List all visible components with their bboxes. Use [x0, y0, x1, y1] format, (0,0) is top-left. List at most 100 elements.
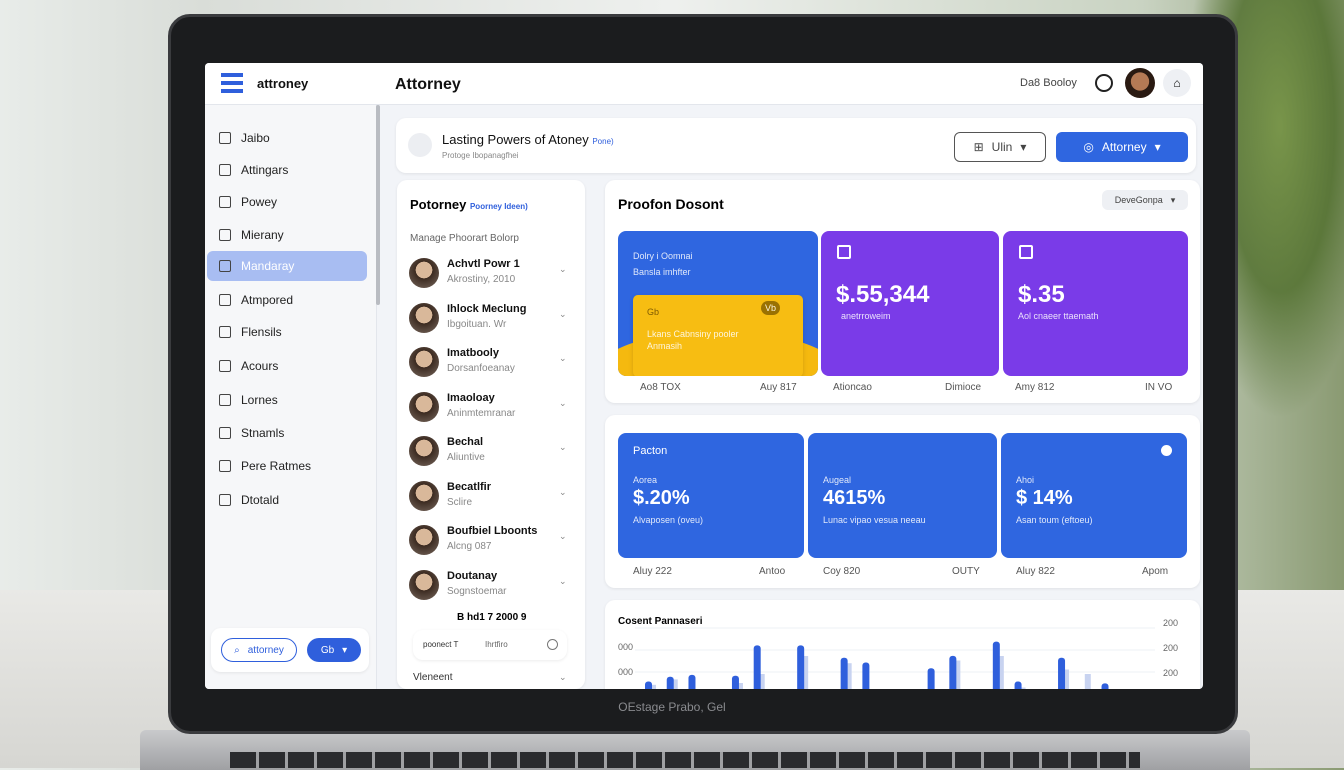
- overview-tile-2[interactable]: $.55,344 anetrroweim: [821, 231, 999, 376]
- bar: [992, 641, 1000, 689]
- avatar: [409, 480, 439, 511]
- bar: [688, 674, 696, 689]
- avatar: [409, 302, 439, 333]
- sidebar-item-jaibo[interactable]: Jaibo: [207, 123, 367, 153]
- calendar-icon: [219, 326, 231, 338]
- list-item[interactable]: Imaoloay Aninmtemranar ⌄: [409, 388, 569, 428]
- chevron-down-icon[interactable]: ⌄: [559, 264, 567, 274]
- sidebar: Jaibo Attingars Powey Mierany Mandaray Atmpor…: [205, 105, 380, 689]
- attorney-button[interactable]: ◎ Attorney ▾: [1056, 132, 1188, 162]
- overview-panel: Proofon Dosont DeveGonpa ▾ Dolry i Oomnai…: [605, 180, 1200, 403]
- avatar: [409, 347, 439, 377]
- chevron-down-icon[interactable]: ⌄: [559, 353, 567, 363]
- sidebar-footer: ⌕ attorney Gb ▾: [211, 628, 369, 672]
- chip-2[interactable]: Ihrtfiro: [485, 640, 508, 649]
- people-link[interactable]: Poorney Ideen): [469, 202, 528, 211]
- sidebar-item-powey[interactable]: Powey: [207, 187, 367, 217]
- at-icon: ◎: [1083, 140, 1094, 154]
- people-panel: Potorney Poorney Ideen) Manage Phoorart …: [397, 180, 585, 689]
- page-title: Attorney: [395, 76, 461, 93]
- bar-secondary: [802, 656, 809, 689]
- filter-dropdown[interactable]: ⊞ Ulin ▾: [954, 132, 1046, 162]
- sidebar-item-dtotald[interactable]: Dtotald: [207, 485, 367, 515]
- bar-chart: [635, 627, 1155, 689]
- list-item[interactable]: Doutanay Sognstoemar ⌄: [409, 566, 569, 606]
- yellow-card: Gb Vb Lkans Cabnsiny pooler Anmasih: [633, 295, 803, 376]
- top-header: attroney Attorney Da8 Booloy ⌂: [205, 63, 1203, 105]
- chevron-down-icon[interactable]: ⌄: [559, 531, 567, 541]
- user-name: Da8 Booloy: [1020, 77, 1077, 89]
- sidebar-item-mierany[interactable]: Mierany: [207, 220, 367, 250]
- sidebar-item-atmpored[interactable]: Atmpored: [207, 285, 367, 315]
- bar-secondary: [997, 656, 1004, 689]
- people-title: Potorney Poorney Ideen): [410, 197, 528, 212]
- y-right-tick: 200: [1163, 668, 1179, 678]
- avatar: [409, 391, 439, 422]
- bar: [949, 655, 957, 689]
- people-section-label: Manage Phoorart Bolorp: [410, 233, 519, 244]
- chevron-down-icon[interactable]: ⌄: [559, 575, 567, 586]
- chevron-down-icon: ▾: [342, 644, 348, 656]
- sidebar-scrollbar[interactable]: [376, 105, 380, 305]
- people-footer-line: B hd1 7 2000 9: [457, 612, 527, 623]
- grid-icon: [219, 164, 231, 176]
- bar-secondary: [954, 660, 961, 689]
- list-item[interactable]: Boufbiel Lboonts Alcng 087 ⌄: [409, 521, 569, 561]
- sidebar-item-mandaray[interactable]: Mandaray: [207, 251, 367, 281]
- folder-icon: [219, 196, 231, 208]
- overview-dropdown[interactable]: DeveGonpa ▾: [1102, 190, 1188, 210]
- list-item[interactable]: Becatlfir Sclire ⌄: [409, 477, 569, 517]
- radio-icon[interactable]: [547, 639, 558, 650]
- overview-tile-1[interactable]: Dolry i Oomnai Bansla imhfter Gb Vb Lkan…: [618, 231, 818, 376]
- chevron-down-icon[interactable]: ⌄: [559, 442, 567, 452]
- bar-secondary: [758, 674, 765, 689]
- search-icon[interactable]: [1095, 74, 1113, 92]
- list-icon: [219, 427, 231, 439]
- notifications-icon[interactable]: ⌂: [1163, 69, 1191, 97]
- list-icon: [219, 229, 231, 241]
- bar: [797, 645, 805, 689]
- sidebar-item-attingars[interactable]: Attingars: [207, 155, 367, 185]
- chevron-down-icon[interactable]: ⌄: [559, 486, 567, 497]
- sidebar-item-flensils[interactable]: Flensils: [207, 317, 367, 347]
- avatar[interactable]: [1125, 68, 1155, 98]
- bar: [927, 668, 935, 689]
- square-icon: [219, 360, 231, 372]
- sidebar-item-stnamls[interactable]: Stnamls: [207, 418, 367, 448]
- sidebar-item-pere-ratmes[interactable]: Pere Ratmes: [207, 451, 367, 481]
- chip-1[interactable]: poonect T: [423, 640, 459, 649]
- sidebar-item-acours[interactable]: Acours: [207, 351, 367, 381]
- overview-tile-3[interactable]: $.35 Aol cnaeer ttaemath: [1003, 231, 1188, 376]
- bar-secondary: [650, 684, 656, 689]
- y-left-tick: 000: [618, 642, 634, 652]
- attorney-outline-button[interactable]: ⌕ attorney: [221, 638, 297, 662]
- chevron-down-icon[interactable]: ⌄: [559, 308, 567, 319]
- bar: [666, 676, 674, 689]
- calendar-icon: [1019, 245, 1033, 259]
- list-item[interactable]: Bechal Aliuntive ⌄: [409, 432, 569, 472]
- chevron-down-icon[interactable]: ⌄: [559, 397, 567, 408]
- list-item[interactable]: Imatbooly Dorsanfoeanay ⌄: [409, 343, 569, 383]
- chevron-down-icon[interactable]: ⌄: [559, 672, 567, 682]
- bar-secondary: [736, 683, 743, 689]
- banner-subtitle: Protoge Ibopanagfhei: [442, 151, 519, 160]
- avatar-icon: [219, 260, 231, 272]
- chevron-down-icon: ▾: [1154, 140, 1161, 154]
- list-item[interactable]: Ihlock Meclung Ibgoituan. Wr ⌄: [409, 299, 569, 339]
- stat-tile[interactable]: Pacton Aorea $.20% Alvaposen (oveu): [618, 433, 804, 558]
- avatar: [409, 525, 439, 555]
- sidebar-item-lornes[interactable]: Lornes: [207, 385, 367, 415]
- bar-secondary: [845, 663, 852, 689]
- primary-dropdown-button[interactable]: Gb ▾: [307, 638, 361, 662]
- stat-tile[interactable]: Ahoi $ 14% Asan toum (eftoeu): [1001, 433, 1187, 558]
- logo: attroney: [257, 76, 309, 91]
- menu-icon[interactable]: [221, 73, 243, 93]
- bar: [1058, 657, 1066, 689]
- bar: [753, 645, 761, 689]
- calendar-icon: [837, 245, 851, 259]
- list-item[interactable]: Achvtl Powr 1 Akrostiny, 2010 ⌄: [409, 254, 569, 294]
- stat-tile[interactable]: Augeal 4615% Lunac vipao vesua neeau: [808, 433, 997, 558]
- banner-title: Lasting Powers of Atoney Pone): [442, 132, 614, 147]
- people-last-item[interactable]: Vleneent: [413, 672, 453, 683]
- bar: [731, 675, 739, 689]
